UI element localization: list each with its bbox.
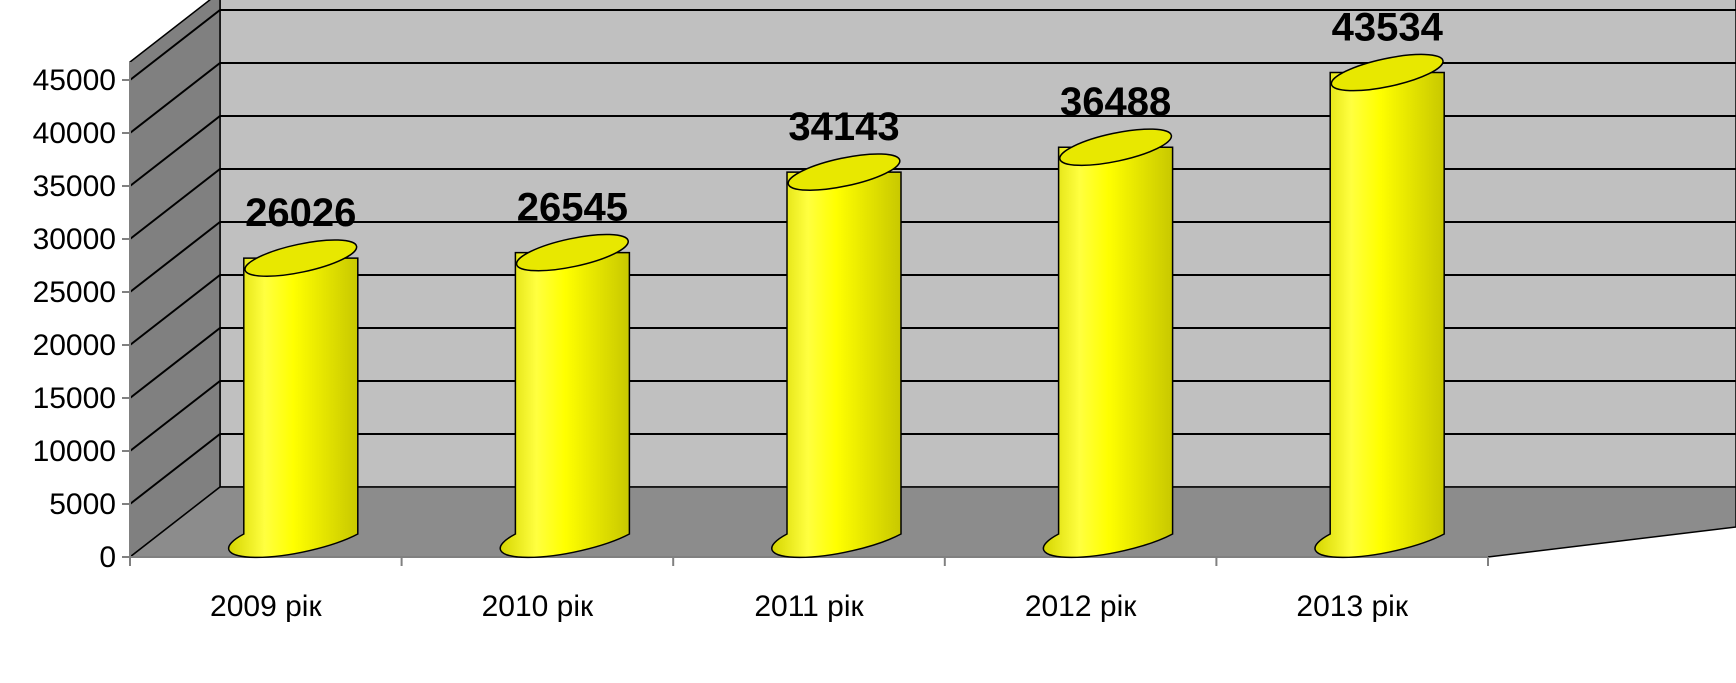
bars bbox=[227, 53, 1445, 559]
gridlines bbox=[129, 9, 1736, 505]
floor bbox=[127, 486, 1736, 558]
bar-top bbox=[1330, 53, 1444, 92]
bar-top bbox=[787, 153, 901, 191]
y-tick-label: 15000 bbox=[33, 382, 116, 415]
data-label: 43534 bbox=[1332, 6, 1444, 50]
side-wall bbox=[129, 0, 221, 559]
gridline bbox=[129, 221, 1736, 293]
gridline bbox=[129, 62, 1736, 134]
bar-body bbox=[771, 171, 902, 559]
gridline bbox=[129, 380, 1736, 452]
bar bbox=[499, 233, 631, 559]
gridline bbox=[129, 115, 1736, 187]
chart-walls bbox=[127, 0, 1736, 559]
y-tick-label: 30000 bbox=[33, 223, 116, 256]
y-tick-label: 35000 bbox=[33, 170, 116, 203]
back-wall bbox=[219, 0, 1736, 488]
gridline bbox=[129, 9, 1736, 81]
x-category-label: 2012 рік bbox=[1025, 590, 1137, 623]
data-label: 34143 bbox=[788, 105, 899, 149]
bar bbox=[227, 239, 359, 559]
bar-top bbox=[1059, 128, 1173, 167]
gridline bbox=[129, 433, 1736, 505]
bar bbox=[771, 153, 902, 559]
bar-top bbox=[515, 233, 629, 272]
x-axis-categories: 2009 рік 2010 рік 2011 рік 2012 рік 2013 рік bbox=[129, 557, 1489, 623]
data-label: 26545 bbox=[517, 186, 628, 230]
x-category-label: 2011 рік bbox=[754, 590, 864, 623]
data-labels: 26026 26545 34143 36488 43534 bbox=[245, 6, 1443, 236]
gridline bbox=[129, 168, 1736, 240]
y-tick-label: 40000 bbox=[33, 117, 116, 150]
y-tick-label: 45000 bbox=[33, 64, 116, 97]
y-tick-label: 20000 bbox=[33, 329, 116, 362]
x-category-label: 2009 рік bbox=[210, 590, 322, 623]
y-tick-label: 25000 bbox=[33, 276, 116, 309]
bar-body bbox=[499, 251, 631, 559]
data-label: 26026 bbox=[245, 191, 356, 235]
x-category-label: 2013 рік bbox=[1296, 590, 1408, 623]
y-tick-label: 5000 bbox=[49, 488, 116, 521]
y-axis-ticks: 0 5000 10000 15000 20000 25000 30000 35000 40000… bbox=[33, 64, 130, 574]
bar-body bbox=[227, 257, 359, 559]
bar-body bbox=[1314, 71, 1445, 559]
gridline bbox=[129, 274, 1736, 346]
y-tick-label: 10000 bbox=[33, 435, 116, 468]
data-label: 36488 bbox=[1060, 80, 1171, 124]
y-tick-label: 0 bbox=[99, 541, 116, 574]
bar-top bbox=[244, 239, 358, 277]
x-category-label: 2010 рік bbox=[482, 590, 594, 623]
bar bbox=[1042, 128, 1174, 559]
bar bbox=[1314, 53, 1445, 559]
bar-body bbox=[1042, 146, 1174, 559]
gridline bbox=[129, 327, 1736, 399]
